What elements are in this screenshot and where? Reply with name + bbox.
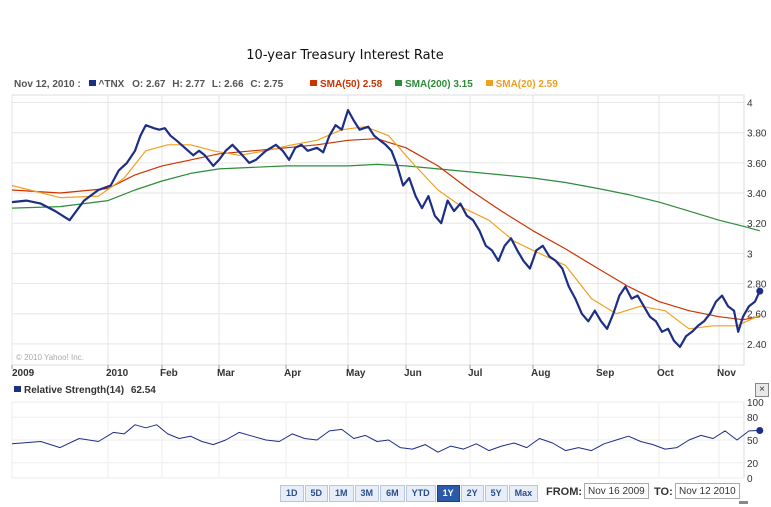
sma50-swatch [309,80,317,87]
y-tick-label: 4 [747,99,753,110]
y-tick-label: 2.40 [747,340,767,351]
range-button-3m[interactable]: 3M [354,485,380,502]
quote-close: 2.75 [263,79,284,90]
range-button-5d[interactable]: 5D [304,485,329,502]
ticker-swatch [88,80,96,87]
series-line-sma50 [11,138,760,321]
rsi-last-marker [756,426,764,434]
rsi-tick-label: 0 [747,474,753,485]
x-tick-label: Jun [404,368,422,379]
sma20-swatch [485,80,493,87]
ticker-symbol: ^TNX [98,79,125,90]
y-tick-label: 3.40 [747,189,767,200]
last-price-marker [756,287,764,295]
x-tick-label: 2010 [106,368,129,379]
rsi-value: 62.54 [130,385,156,396]
rsi-swatch [14,386,21,393]
y-tick-label: 2.60 [747,310,767,321]
x-tick-label: Nov [717,368,736,379]
x-tick-label: 2009 [12,368,35,379]
range-button-max[interactable]: Max [508,485,539,502]
scroll-handle[interactable] [739,501,748,504]
rsi-tick-label: 50 [747,436,759,447]
x-tick-label: Jul [468,368,483,379]
copyright-text: © 2010 Yahoo! Inc. [16,353,84,362]
rsi-title: Relative Strength(14) [24,385,125,396]
rsi-series-line [11,424,760,453]
from-label: FROM: [546,486,583,498]
quote-high: 2.77 [185,79,206,90]
range-button-1d[interactable]: 1D [280,485,304,502]
legend-sma20: SMA(20) 2.59 [495,79,558,90]
to-label: TO: [654,486,673,498]
legend-sma50: SMA(50) 2.58 [319,79,383,90]
x-tick-label: Mar [217,368,235,379]
x-tick-label: Apr [284,368,301,379]
rsi-legend: Relative Strength(14) 62.54 [14,385,156,396]
y-tick-label: 3.80 [747,129,767,140]
range-button-ytd[interactable]: YTD [405,485,436,502]
close-rsi-button[interactable]: × [755,383,769,397]
y-tick-label: 3 [747,249,753,260]
to-date-input[interactable] [675,483,740,499]
x-tick-label: Oct [657,368,674,379]
plot-area [11,94,745,366]
x-tick-label: Aug [531,368,550,379]
quote-date: Nov 12, 2010 : [14,79,81,90]
range-button-1y[interactable]: 1Y [436,485,460,502]
quote-legend-bar: Nov 12, 2010 : ^TNX O: 2.67 H: 2.77 L: 2… [14,79,558,90]
chart-title: 10-year Treasury Interest Rate [246,48,444,63]
from-date-input[interactable] [584,483,649,499]
legend-sma200: SMA(200) 3.15 [404,79,473,90]
x-tick-label: Feb [160,368,178,379]
series-line-sma200 [11,163,760,232]
quote-low: 2.66 [224,79,244,90]
range-button-5y[interactable]: 5Y [484,485,508,502]
x-tick-label: Sep [596,368,614,379]
sma200-swatch [394,80,402,87]
range-button-1m[interactable]: 1M [329,485,354,502]
rsi-tick-label: 20 [747,459,759,470]
x-tick-label: May [346,368,366,379]
y-tick-label: 3.60 [747,159,767,170]
range-selector: 1D 5D 1M 3M 6M YTD 1Y 2Y 5Y Max [280,485,539,502]
y-tick-label: 3.20 [747,219,767,230]
close-icon: × [759,384,765,395]
range-button-2y[interactable]: 2Y [460,485,484,502]
range-button-6m[interactable]: 6M [380,485,405,502]
rsi-tick-label: 80 [747,413,759,424]
price-series-line [11,109,761,348]
y-tick-label: 2.80 [747,280,767,291]
quote-open: 2.67 [146,79,166,90]
rsi-tick-label: 100 [747,398,764,409]
